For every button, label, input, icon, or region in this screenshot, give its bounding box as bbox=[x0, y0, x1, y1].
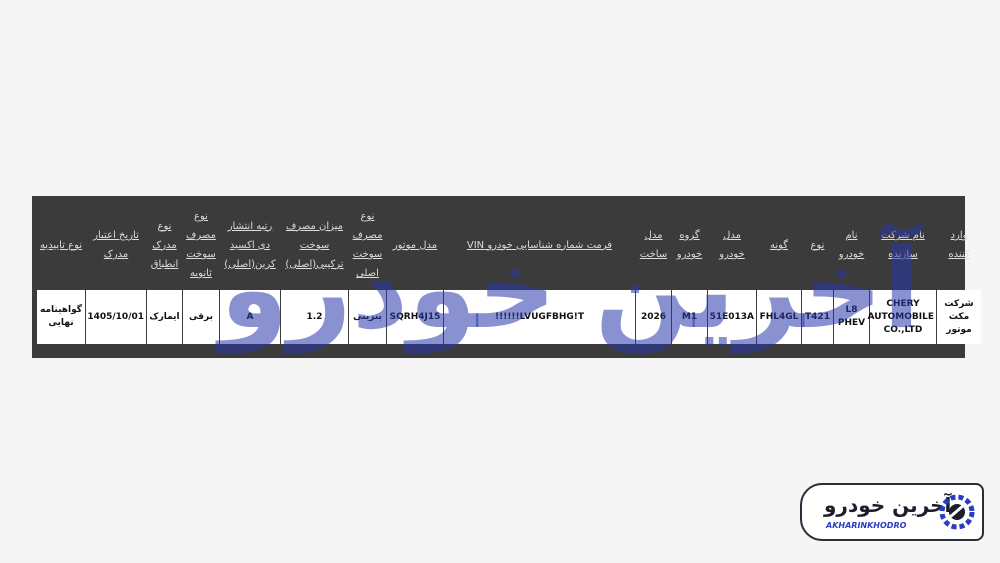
column-header: رتبه انتشار دی اکسید کربن(اصلی) bbox=[224, 220, 276, 270]
cell: ایمارک bbox=[147, 290, 182, 344]
column-header: نوع مدرک انطباق bbox=[150, 220, 179, 270]
column-header: نام شرکت سازنده bbox=[881, 230, 925, 260]
column-header: گونه bbox=[769, 239, 789, 251]
cell: گواهینامه نهایی bbox=[37, 290, 85, 344]
logo: آخرین خودرو AKHARINKHODRO bbox=[800, 483, 984, 541]
column-header: وارد کننده bbox=[948, 230, 970, 260]
column-header: مدل خودرو bbox=[719, 230, 745, 260]
vehicle-table: وارد کننده نام شرکت سازنده نام خودرو نوع گون… bbox=[36, 200, 982, 345]
cell: M1 bbox=[672, 290, 707, 344]
cell: T421 bbox=[802, 290, 833, 344]
cell: A bbox=[220, 290, 280, 344]
cell: 1405/10/01 bbox=[86, 290, 146, 344]
logo-icon bbox=[939, 494, 975, 530]
cell: 2026 bbox=[636, 290, 671, 344]
column-header: نام خودرو bbox=[838, 230, 865, 260]
logo-subtitle: AKHARINKHODRO bbox=[826, 521, 907, 530]
cell: 1.2 bbox=[281, 290, 348, 344]
cell: بنزینی bbox=[349, 290, 386, 344]
cell: 51E013A bbox=[708, 290, 756, 344]
table-frame: وارد کننده نام شرکت سازنده نام خودرو نوع گون… bbox=[32, 196, 981, 358]
cell: CHERY AUTOMOBILE CO.,LTD bbox=[868, 290, 936, 344]
column-header: نوع تاییدیه bbox=[39, 239, 83, 251]
column-header: مدل ساخت bbox=[639, 230, 668, 260]
cell: شرکت مکث موتور bbox=[937, 290, 981, 344]
column-header: نوع مصرف سوخت ثانویه bbox=[186, 211, 216, 279]
cell: FHL4GL bbox=[757, 290, 801, 344]
logo-title: آخرین خودرو bbox=[824, 493, 952, 517]
column-header: نوع مصرف سوخت اصلی bbox=[352, 211, 383, 279]
data-row: شرکت مکث موتور CHERY AUTOMOBILE CO.,LTD L8… bbox=[37, 290, 981, 344]
column-header: گروه خودرو bbox=[676, 230, 703, 260]
cell: برقی bbox=[183, 290, 219, 344]
column-header: میزان مصرف سوخت ترکیبی(اصلی) bbox=[285, 220, 344, 270]
cell: L8 PHEV bbox=[834, 290, 869, 344]
column-header: مدل موتور bbox=[392, 239, 438, 251]
column-header: فرمت شماره شناسایی خودرو VIN bbox=[466, 239, 613, 251]
header-row: وارد کننده نام شرکت سازنده نام خودرو نوع گون… bbox=[37, 201, 981, 289]
cell: LVUGFBHG!T!!!!!! bbox=[444, 290, 635, 344]
cell: SQRH4J15 bbox=[387, 290, 443, 344]
column-header: تاریخ اعتبار مدرک bbox=[93, 230, 139, 260]
column-header: نوع bbox=[810, 239, 825, 251]
